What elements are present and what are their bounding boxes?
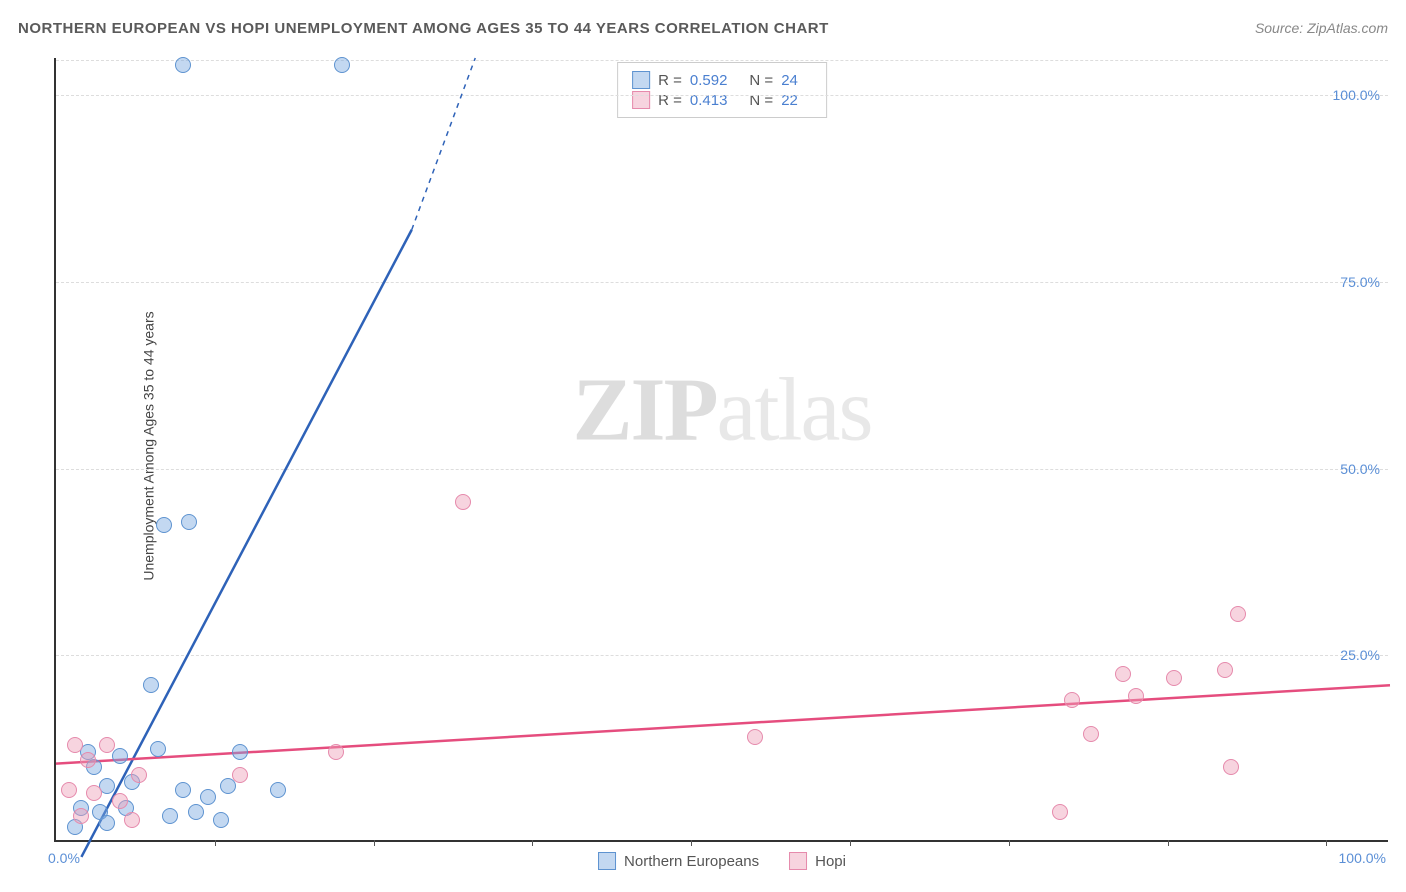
data-point bbox=[175, 57, 191, 73]
data-point bbox=[334, 57, 350, 73]
data-point bbox=[1115, 666, 1131, 682]
legend-item-hopi: Hopi bbox=[789, 852, 846, 870]
data-point bbox=[80, 752, 96, 768]
data-point bbox=[99, 737, 115, 753]
swatch-icon bbox=[598, 852, 616, 870]
data-point bbox=[232, 744, 248, 760]
data-point bbox=[232, 767, 248, 783]
data-point bbox=[1083, 726, 1099, 742]
data-point bbox=[156, 517, 172, 533]
data-point bbox=[1166, 670, 1182, 686]
data-point bbox=[112, 748, 128, 764]
data-point bbox=[328, 744, 344, 760]
data-point bbox=[112, 793, 128, 809]
data-point bbox=[131, 767, 147, 783]
data-point bbox=[150, 741, 166, 757]
data-point bbox=[124, 812, 140, 828]
data-point bbox=[175, 782, 191, 798]
data-point bbox=[270, 782, 286, 798]
data-point bbox=[73, 808, 89, 824]
data-point bbox=[1217, 662, 1233, 678]
data-point bbox=[181, 514, 197, 530]
data-point bbox=[86, 785, 102, 801]
series-legend: Northern Europeans Hopi bbox=[598, 852, 846, 870]
data-point bbox=[162, 808, 178, 824]
data-point bbox=[188, 804, 204, 820]
data-point bbox=[1052, 804, 1068, 820]
data-point bbox=[455, 494, 471, 510]
x-tick-label: 0.0% bbox=[48, 850, 80, 866]
data-point bbox=[67, 737, 83, 753]
data-point bbox=[143, 677, 159, 693]
data-point bbox=[1230, 606, 1246, 622]
data-point bbox=[747, 729, 763, 745]
data-point bbox=[220, 778, 236, 794]
data-point bbox=[1223, 759, 1239, 775]
data-point bbox=[200, 789, 216, 805]
trend-lines bbox=[56, 58, 1390, 842]
chart-title: NORTHERN EUROPEAN VS HOPI UNEMPLOYMENT A… bbox=[18, 20, 829, 37]
data-point bbox=[213, 812, 229, 828]
data-point bbox=[61, 782, 77, 798]
data-point bbox=[1128, 688, 1144, 704]
data-point bbox=[1064, 692, 1080, 708]
scatter-plot-area: ZIPatlas R = 0.592 N = 24 R = 0.413 N = … bbox=[54, 58, 1388, 842]
swatch-icon bbox=[789, 852, 807, 870]
legend-item-northern: Northern Europeans bbox=[598, 852, 759, 870]
data-point bbox=[99, 815, 115, 831]
x-tick-label: 100.0% bbox=[1339, 850, 1386, 866]
source-attribution: Source: ZipAtlas.com bbox=[1255, 20, 1388, 36]
